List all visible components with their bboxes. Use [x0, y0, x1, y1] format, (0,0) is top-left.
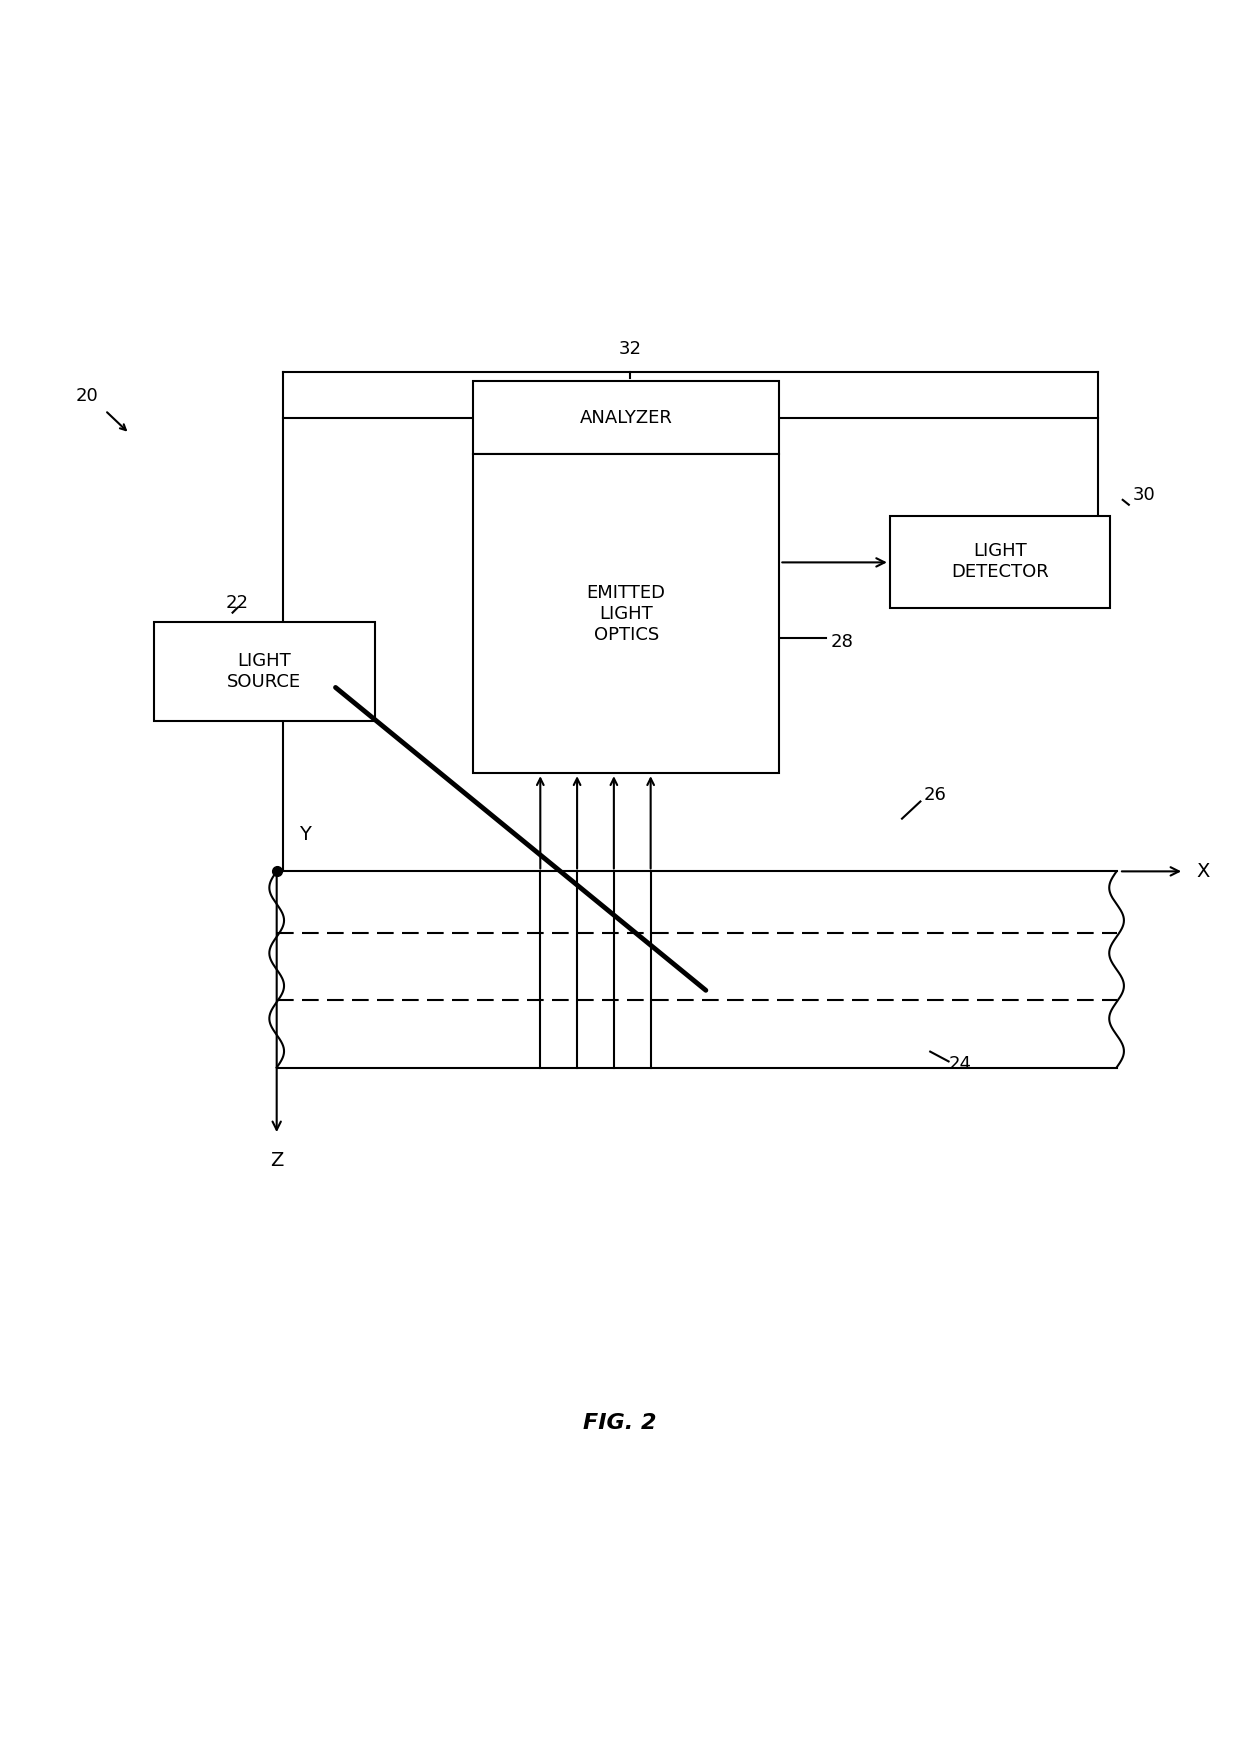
Text: ANALYZER: ANALYZER — [579, 409, 672, 426]
Text: LIGHT
DETECTOR: LIGHT DETECTOR — [951, 542, 1049, 581]
Text: 30: 30 — [1132, 486, 1156, 504]
Text: 32: 32 — [619, 340, 641, 358]
Text: 26: 26 — [924, 786, 947, 804]
Bar — [472, 381, 780, 455]
Text: LIGHT
SOURCE: LIGHT SOURCE — [227, 653, 301, 691]
Text: X: X — [1197, 862, 1210, 881]
Text: 20: 20 — [76, 386, 98, 405]
Bar — [472, 455, 780, 774]
Bar — [890, 516, 1111, 607]
Text: 28: 28 — [831, 634, 854, 651]
Text: 24: 24 — [949, 1055, 972, 1072]
Text: FIG. 2: FIG. 2 — [583, 1413, 657, 1434]
Text: Y: Y — [299, 825, 311, 844]
Text: 22: 22 — [226, 593, 248, 612]
Text: EMITTED
LIGHT
OPTICS: EMITTED LIGHT OPTICS — [587, 584, 666, 644]
Text: Z: Z — [270, 1151, 284, 1171]
Bar — [154, 623, 374, 721]
